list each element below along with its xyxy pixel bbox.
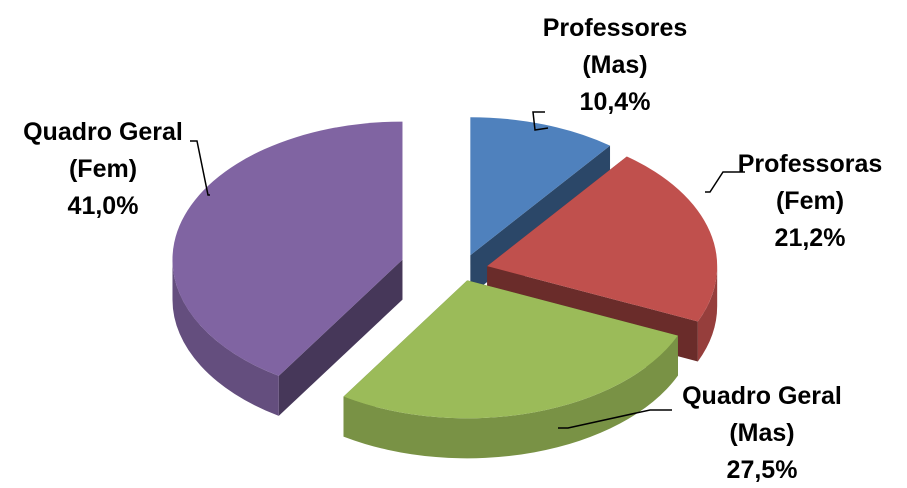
data-label-line: 21,2% <box>775 224 846 252</box>
slices-layer <box>172 117 718 459</box>
pie-slice-4 <box>172 121 403 416</box>
data-label-line: (Mas) <box>729 419 794 447</box>
data-label-line: Professores <box>543 14 688 42</box>
pie-slice-3 <box>343 280 678 459</box>
data-label-3: Quadro Geral (Mas) 27,5% <box>682 382 842 484</box>
pie-slice-top <box>470 117 611 256</box>
data-label-line: (Fem) <box>776 187 844 215</box>
data-label-line: (Mas) <box>582 51 647 79</box>
data-label-line: 27,5% <box>727 456 798 484</box>
data-label-2: Professoras (Fem) 21,2% <box>738 150 883 252</box>
data-label-line: Quadro Geral <box>682 382 842 410</box>
pie-slice-rim <box>172 259 279 416</box>
data-label-1: Professores (Mas) 10,4% <box>543 14 688 116</box>
leader-line-4 <box>190 140 210 196</box>
data-label-4: Quadro Geral (Fem) 41,0% <box>23 118 183 220</box>
pie-slice-rim <box>343 335 678 459</box>
data-label-line: Quadro Geral <box>23 118 183 146</box>
data-label-line: 41,0% <box>68 192 139 220</box>
pie-slice-side-start <box>278 259 403 416</box>
leader-line-2 <box>705 171 745 193</box>
pie-slice-top <box>172 121 403 376</box>
data-label-line: 10,4% <box>580 88 651 116</box>
data-label-line: (Fem) <box>69 155 137 183</box>
leader-lines-layer <box>190 111 745 429</box>
labels-layer: Professores (Mas) 10,4% Professoras (Fem) 21,… <box>23 14 882 484</box>
pie-slice-top <box>487 156 718 322</box>
pie-slice-rim <box>697 266 718 362</box>
pie-slice-top <box>343 280 678 419</box>
data-label-line: Professoras <box>738 150 883 178</box>
leader-line-3 <box>558 409 672 429</box>
leader-line-1 <box>532 111 549 131</box>
